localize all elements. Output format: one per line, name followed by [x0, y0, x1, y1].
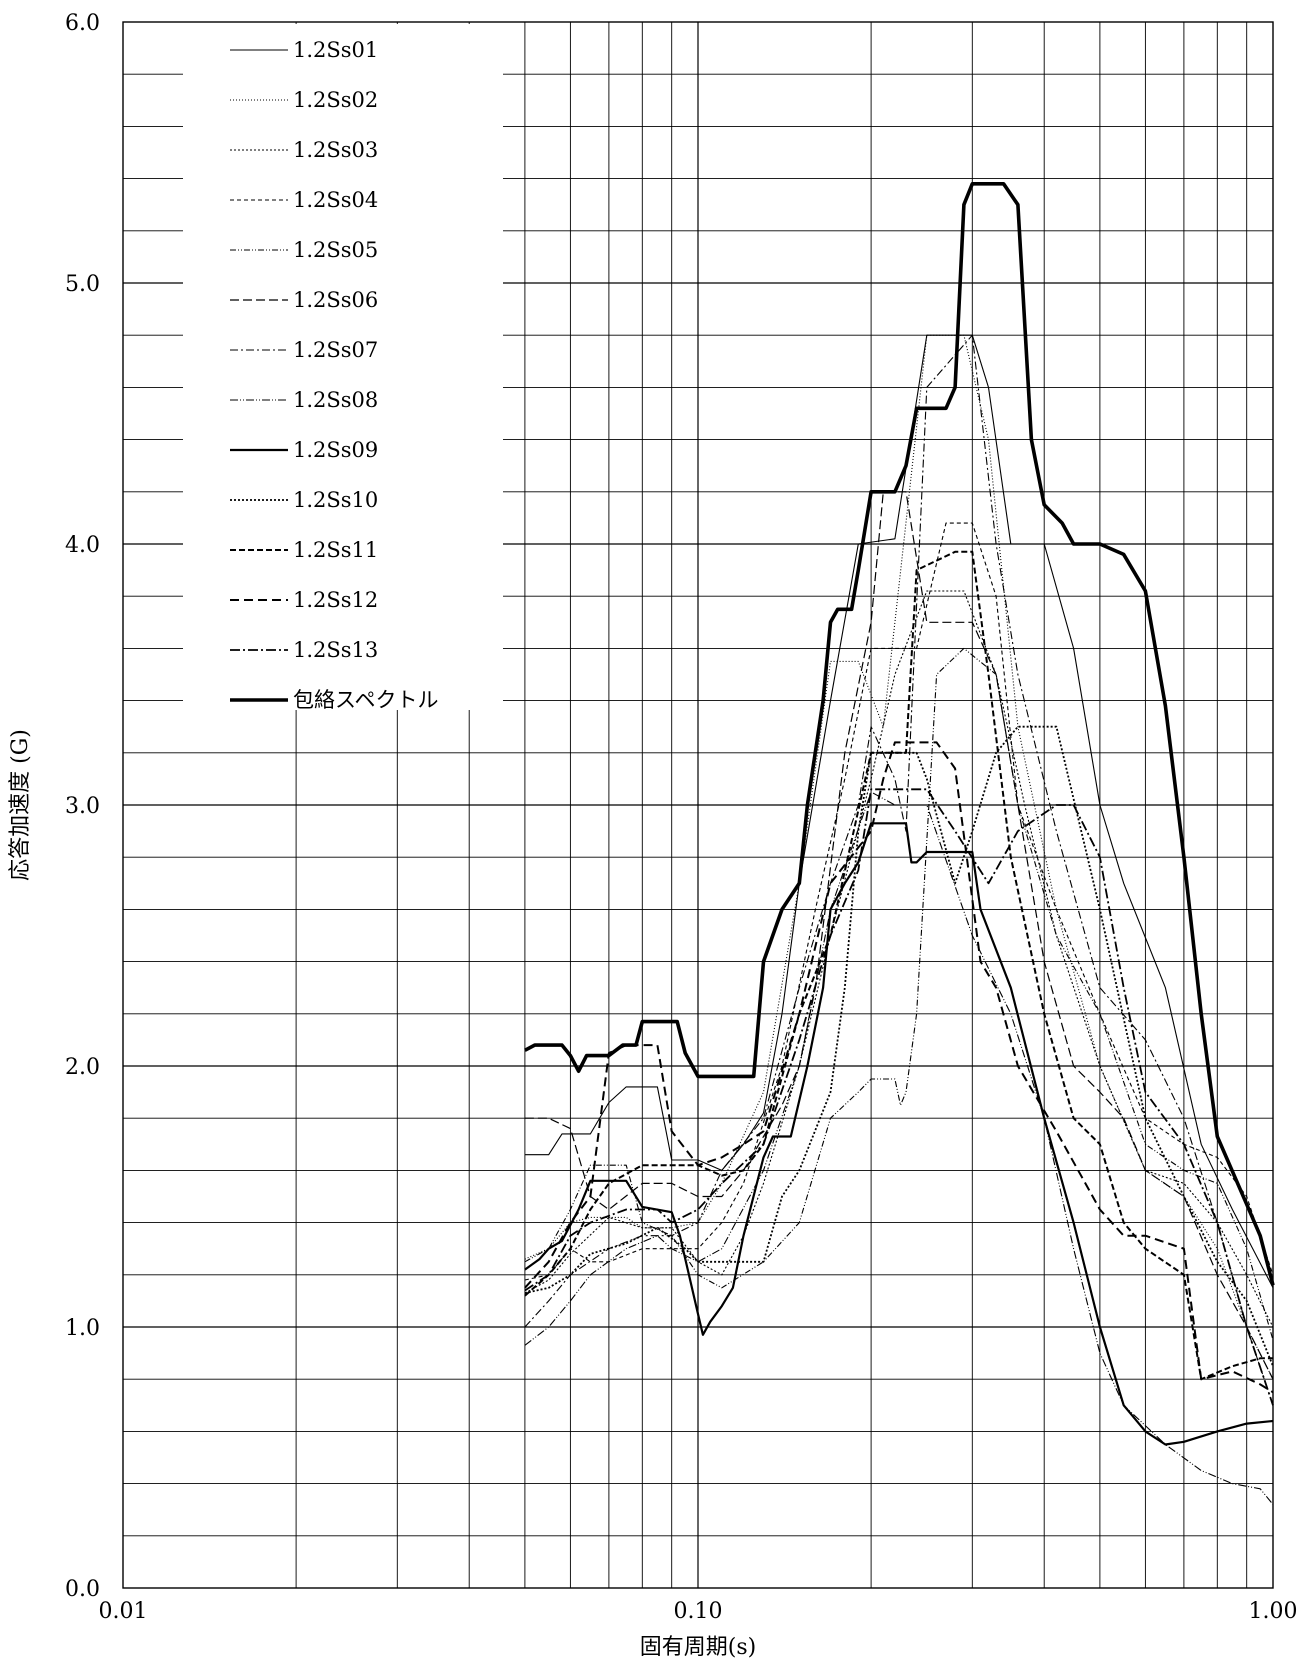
plot-frame: [122, 21, 1274, 1589]
series-line-3: [524, 590, 1274, 1328]
x-axis-label: 固有周期(s): [640, 1635, 756, 1660]
series-line-2: [524, 334, 1274, 1380]
legend-label-14: 包絡スペクトル: [293, 688, 439, 712]
legend: 1.2Ss01 1.2Ss02 1.2Ss03 1.2Ss04 1.2Ss05 1.2Ss…: [230, 38, 439, 712]
x-tick-label: 0.01: [99, 1599, 148, 1624]
legend-label-1: 1.2Ss01: [293, 38, 378, 62]
series-line-13: [524, 788, 1274, 1406]
x-tick-label: 1.00: [1249, 1599, 1298, 1624]
series-line-9: [524, 822, 1274, 1446]
series-line-14: [524, 182, 1275, 1286]
y-tick-label: 4.0: [65, 533, 100, 558]
y-axis-label: 応答加速度 (G): [8, 729, 33, 881]
legend-label-12: 1.2Ss12: [293, 588, 378, 612]
series-line-5: [524, 647, 1274, 1341]
y-tick-label: 5.0: [65, 272, 100, 297]
series-line-4: [524, 522, 1274, 1281]
y-tick-label: 1.0: [65, 1316, 100, 1341]
y-tick-label: 6.0: [65, 11, 100, 36]
legend-background: [183, 24, 503, 710]
legend-label-11: 1.2Ss11: [293, 538, 378, 562]
legend-label-8: 1.2Ss08: [293, 388, 378, 412]
y-tick-label: 2.0: [65, 1055, 100, 1080]
legend-label-4: 1.2Ss04: [293, 188, 378, 212]
y-tick-label: 3.0: [65, 794, 100, 819]
tick-labels: 0.01 0.10 1.00 0.0 1.0 2.0 3.0 4.0 5.0 6.0: [65, 11, 1297, 1624]
legend-label-13: 1.2Ss13: [293, 638, 378, 662]
series-line-6: [524, 491, 1274, 1380]
series-line-7: [524, 334, 1274, 1406]
legend-label-3: 1.2Ss03: [293, 138, 378, 162]
legend-label-6: 1.2Ss06: [293, 288, 378, 312]
series-line-11: [524, 550, 1273, 1381]
series-line-10: [524, 725, 1274, 1367]
series-line-8: [524, 791, 1274, 1505]
series-line-1: [524, 334, 1274, 1289]
x-tick-label: 0.10: [674, 1599, 723, 1624]
series-line-12: [524, 741, 1274, 1394]
series-lines: [524, 182, 1275, 1505]
legend-label-7: 1.2Ss07: [293, 338, 378, 362]
legend-label-2: 1.2Ss02: [293, 88, 378, 112]
legend-label-5: 1.2Ss05: [293, 238, 378, 262]
legend-label-10: 1.2Ss10: [293, 488, 378, 512]
y-tick-label: 0.0: [65, 1577, 100, 1602]
legend-label-9: 1.2Ss09: [293, 438, 378, 462]
